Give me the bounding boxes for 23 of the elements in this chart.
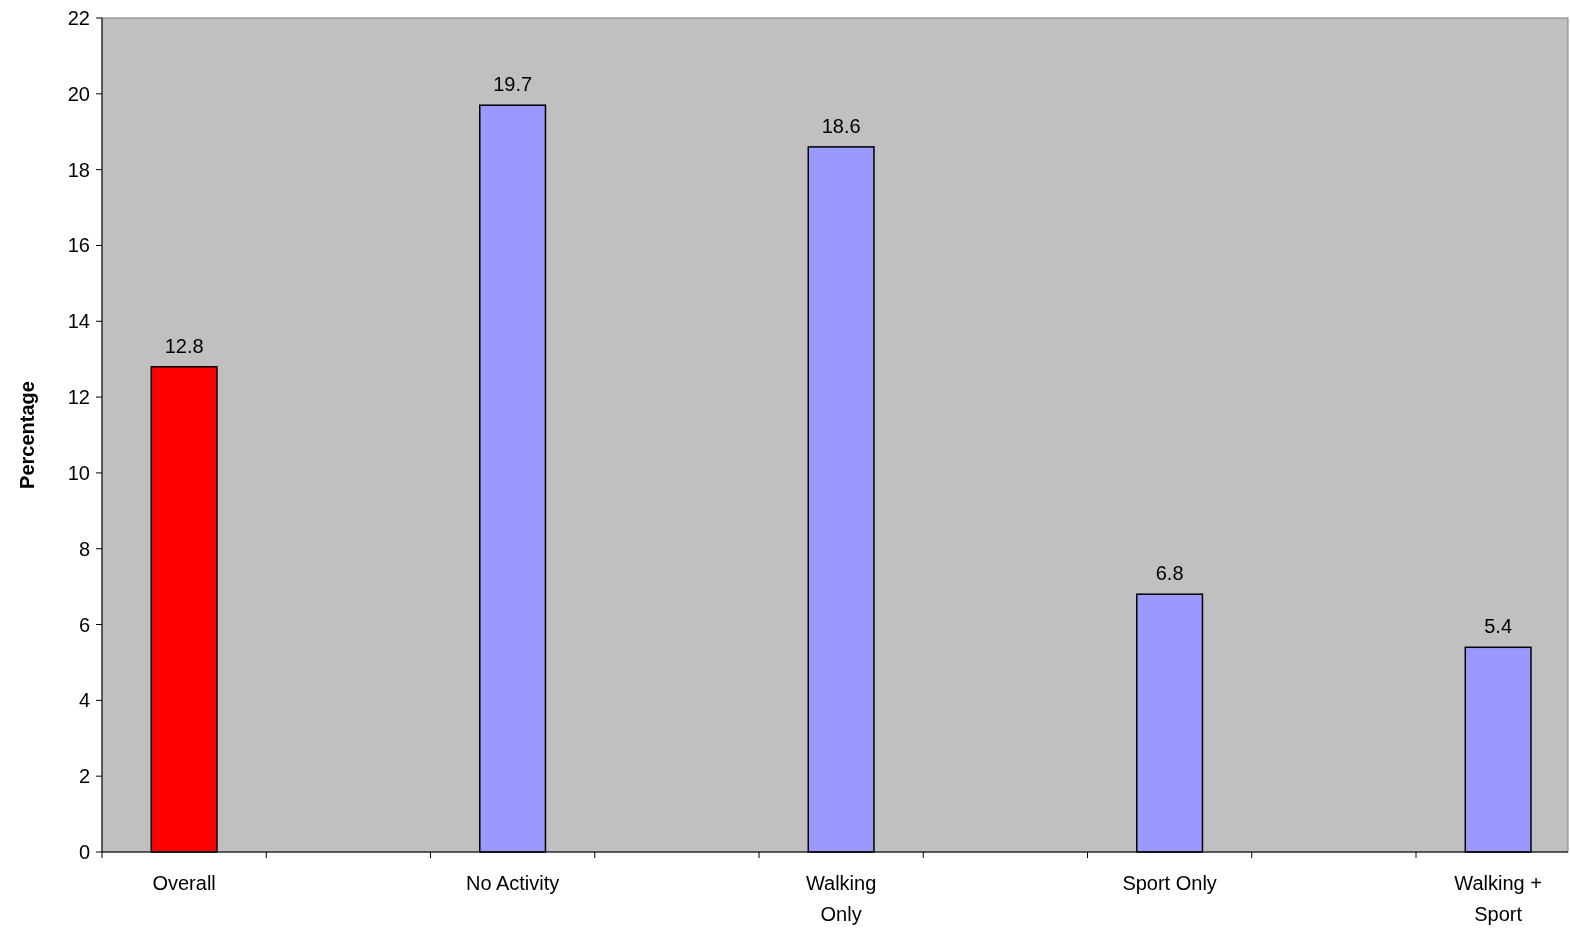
data-label: 19.7 — [493, 73, 533, 96]
data-label: 12.8 — [164, 334, 204, 357]
y-tick-label: 14 — [67, 310, 90, 333]
data-label: 18.6 — [821, 114, 861, 137]
y-tick-label: 0 — [78, 841, 90, 863]
y-tick-label: 4 — [78, 689, 90, 712]
y-tick-label: 18 — [67, 158, 90, 181]
data-label: 6.8 — [1155, 562, 1184, 585]
y-tick-label: 6 — [78, 613, 90, 636]
y-tick-label: 2 — [78, 765, 90, 788]
x-tick-label: Overall — [152, 872, 216, 894]
x-tick-label: Walking Only — [805, 872, 877, 925]
y-tick-label: 20 — [67, 82, 90, 105]
x-tick-label: No Activity — [465, 872, 560, 894]
x-tick-label: Walking + Sport — [1454, 872, 1542, 925]
y-tick-label: 16 — [67, 234, 90, 257]
y-tick-label: 12 — [67, 386, 90, 409]
y-tick-label: 10 — [67, 461, 90, 484]
y-tick-label: 8 — [78, 537, 90, 560]
y-axis-title: Percentage — [16, 381, 38, 489]
data-label: 5.4 — [1484, 615, 1513, 638]
y-tick-label: 22 — [67, 7, 90, 29]
x-tick-label: Sport Only — [1122, 872, 1217, 894]
